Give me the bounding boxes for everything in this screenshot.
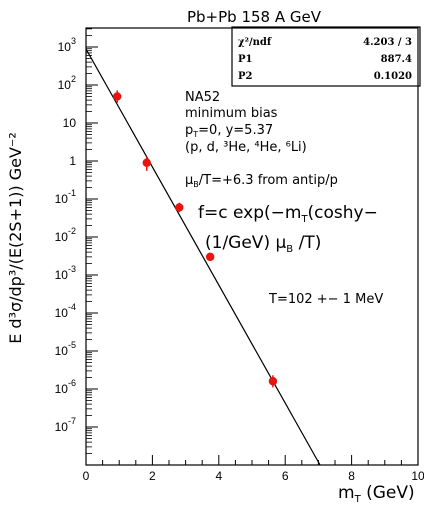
- y-tick-label: 10: [63, 116, 77, 130]
- y-tick-label: 10-6: [55, 378, 76, 396]
- annotation-formula-1: f=c exp(−mT(coshy−: [198, 203, 378, 225]
- data-point: [142, 158, 151, 167]
- y-axis-label: E d³σ/dp³/(E(2S+1)) GeV⁻²: [6, 132, 25, 344]
- stats-label-chi2: χ²/ndf: [238, 37, 272, 48]
- stats-value-chi2: 4.203 / 3: [363, 37, 412, 48]
- y-tick-label: 1: [69, 154, 76, 168]
- y-tick-label: 10-4: [55, 302, 76, 320]
- x-axis-label-main: m: [338, 483, 355, 503]
- y-tick-label: 10-5: [55, 340, 76, 358]
- stats-label-p1: P1: [238, 54, 252, 65]
- fit-line-path: [85, 48, 321, 466]
- stats-box: χ²/ndf 4.203 / 3 P1 887.4 P2 0.1020: [231, 26, 421, 87]
- annotation-pt: pT=0, y=5.37: [185, 123, 273, 139]
- annotation-mu: μB/T=+6.3 from antip/p: [185, 173, 338, 189]
- x-tick-label: 10: [411, 469, 424, 483]
- annotation-minimum-bias: minimum bias: [185, 106, 278, 121]
- y-tick-label: 10-7: [55, 416, 76, 434]
- annotation-block: NA52 minimum bias pT=0, y=5.37 (p, d, ³H…: [185, 90, 383, 307]
- data-points: [113, 90, 278, 388]
- x-axis-label-sub: T: [354, 494, 362, 505]
- data-point: [205, 252, 215, 262]
- annotation-formula-2-sub: B: [286, 244, 293, 255]
- y-tick-label: 102: [58, 74, 76, 92]
- x-tick-label: 0: [83, 469, 90, 483]
- annotation-particles: (p, d, ³He, ⁴He, ⁶Li): [185, 140, 307, 155]
- annotation-na52: NA52: [185, 90, 220, 105]
- x-tick-label: 2: [149, 469, 156, 483]
- x-tick-label: 6: [282, 469, 289, 483]
- annotation-temperature: T=102 +− 1 MeV: [268, 292, 383, 307]
- annotation-mu-sub: B: [193, 180, 199, 189]
- chart-title: Pb+Pb 158 A GeV: [187, 8, 322, 26]
- data-point: [268, 377, 278, 386]
- x-axis-label: mT (GeV): [338, 483, 415, 505]
- annotation-formula-1-sub: T: [300, 214, 308, 225]
- stats-value-p1: 887.4: [381, 54, 412, 65]
- y-tick-label: 10-2: [55, 226, 76, 244]
- x-tick-label: 8: [348, 469, 355, 483]
- data-point: [175, 203, 184, 212]
- y-tick-label: 10-3: [55, 264, 76, 282]
- annotation-pt-p: p: [185, 123, 193, 138]
- x-axis-label-unit: (GeV): [366, 483, 415, 503]
- annotation-formula-2: (1/GeV) μB /T): [205, 233, 321, 255]
- axis-ticks: 0 2 4 6 8 1010310210110-110-210-310-410-510-6…: [55, 28, 424, 483]
- annotation-pt-sub: T: [192, 130, 198, 139]
- fit-line: [85, 48, 321, 466]
- y-tick-label: 10-1: [55, 188, 76, 206]
- svg-text:mT (GeV): mT (GeV): [338, 483, 415, 505]
- stats-label-p2: P2: [238, 71, 253, 82]
- y-tick-label: 103: [58, 36, 76, 54]
- data-point: [113, 92, 122, 101]
- stats-value-p2: 0.1020: [374, 71, 412, 82]
- x-tick-label: 4: [215, 469, 222, 483]
